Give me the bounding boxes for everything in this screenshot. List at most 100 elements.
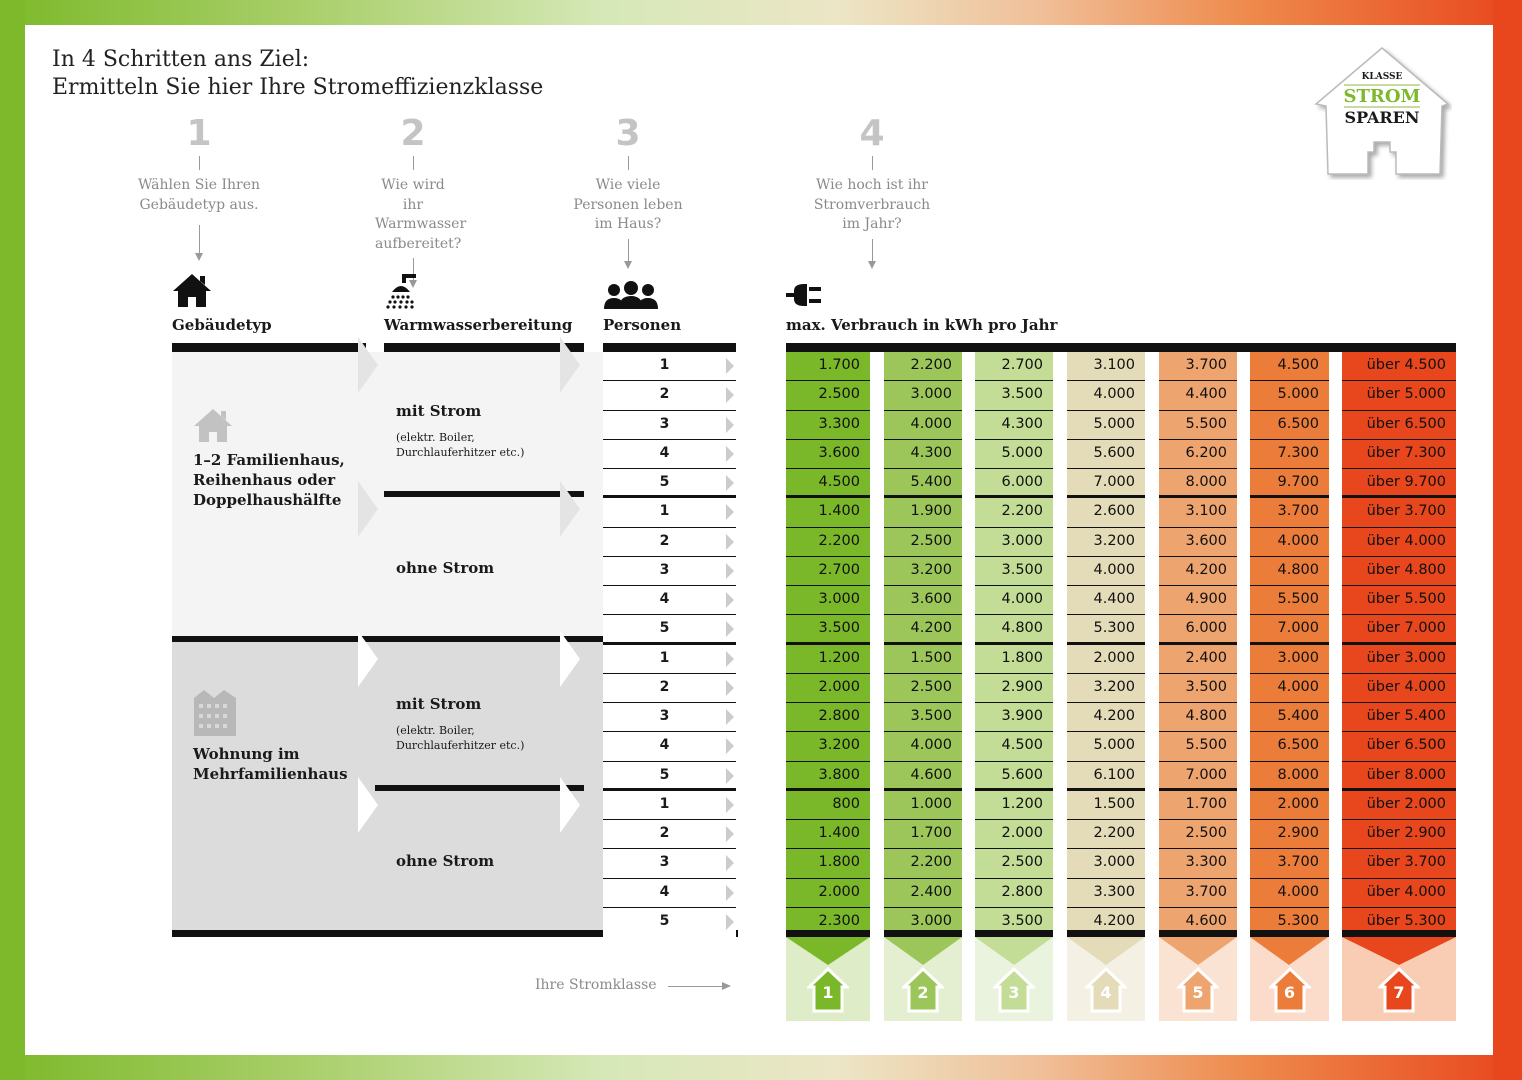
table-cell: 5.300 [1067, 615, 1145, 645]
persons-option[interactable]: 2 [603, 820, 736, 850]
persons-value: 1 [659, 649, 670, 666]
chevron-right-icon [726, 826, 734, 842]
divider [375, 785, 584, 791]
table-cell: 3.100 [1067, 352, 1145, 382]
house-icon: 5 [1175, 966, 1221, 1013]
persons-option[interactable]: 4 [603, 439, 736, 469]
table-cell: 4.000 [884, 410, 962, 440]
persons-option[interactable]: 3 [603, 849, 736, 879]
table-cell: über 5.500 [1342, 586, 1456, 616]
divider [172, 930, 738, 937]
persons-option[interactable]: 4 [603, 586, 736, 616]
table-cell: 2.900 [975, 673, 1053, 703]
apartment-building-icon [194, 690, 236, 736]
water-with-power[interactable]: mit Strom [396, 695, 482, 713]
class-badge-1[interactable]: 1 [786, 937, 870, 1021]
table-cell: 3.000 [786, 586, 870, 616]
table-cell: 2.700 [786, 556, 870, 586]
persons-option[interactable]: 5 [603, 615, 736, 645]
frame-right [1493, 0, 1522, 1080]
logo-text-strom: STROM [1343, 86, 1421, 107]
table-cell: 3.800 [786, 761, 870, 791]
persons-option[interactable]: 5 [603, 761, 736, 791]
chevron-right-icon [726, 767, 734, 784]
persons-option[interactable]: 3 [603, 556, 736, 586]
persons-option[interactable]: 2 [603, 381, 736, 411]
class-number: 3 [1008, 983, 1020, 1002]
persons-value: 4 [659, 591, 670, 607]
persons-value: 5 [659, 474, 670, 490]
house-icon: 3 [991, 966, 1037, 1013]
triangle-down-icon [975, 937, 1053, 965]
table-cell: 1.500 [884, 644, 962, 674]
table-cell: 1.800 [975, 644, 1053, 674]
chevron-right-icon [358, 337, 378, 393]
persons-option[interactable]: 1 [603, 644, 736, 674]
header-building-type: Gebäudetyp [172, 316, 272, 334]
table-cell: 3.900 [975, 703, 1053, 733]
table-cell: 8.000 [1250, 761, 1329, 791]
chevron-right-icon [726, 475, 734, 491]
chevron-right-icon [726, 358, 734, 374]
persons-option[interactable]: 2 [603, 527, 736, 557]
table-cell: 2.000 [1067, 644, 1145, 674]
table-cell: 3.200 [786, 732, 870, 762]
logo-text-klasse: KLASSE [1361, 72, 1403, 82]
table-cell: 2.500 [884, 527, 962, 557]
persons-option[interactable]: 5 [603, 469, 736, 499]
persons-option[interactable]: 5 [603, 907, 736, 937]
step-number: 4 [859, 113, 885, 154]
persons-value: 5 [659, 766, 670, 783]
triangle-down-icon [1067, 937, 1145, 965]
table-cell: 6.000 [1159, 615, 1237, 645]
persons-option[interactable]: 2 [603, 673, 736, 703]
building-type-house[interactable]: 1–2 Familienhaus, Reihenhaus oder Doppel… [193, 451, 345, 509]
table-cell: über 5.000 [1342, 381, 1456, 411]
water-without-power[interactable]: ohne Strom [396, 559, 495, 577]
persons-option[interactable]: 1 [603, 498, 736, 528]
persons-option[interactable]: 1 [603, 790, 736, 820]
class-number: 4 [1100, 983, 1112, 1002]
header-bar [786, 343, 1456, 352]
table-cell: 4.000 [1250, 878, 1329, 908]
table-cell: 3.600 [884, 586, 962, 616]
persons-option[interactable]: 3 [603, 410, 736, 440]
persons-option[interactable]: 4 [603, 878, 736, 908]
water-with-power[interactable]: mit Strom [396, 402, 482, 420]
persons-option[interactable]: 1 [603, 352, 736, 382]
chevron-right-icon [726, 621, 734, 638]
class-badge-7[interactable]: 7 [1342, 937, 1456, 1021]
table-cell: 2.500 [786, 381, 870, 411]
table-cell: 4.500 [1250, 352, 1329, 382]
table-cell: über 4.000 [1342, 878, 1456, 908]
bottom-bar [975, 930, 1053, 937]
table-cell: 4.300 [975, 410, 1053, 440]
class-badge-5[interactable]: 5 [1159, 937, 1237, 1021]
table-cell: 3.700 [1159, 878, 1237, 908]
table-cell: 800 [786, 790, 870, 820]
chevron-right-icon [726, 387, 734, 404]
table-cell: 3.000 [884, 381, 962, 411]
persons-option[interactable]: 4 [603, 732, 736, 762]
table-cell: 5.500 [1159, 410, 1237, 440]
table-cell: 1.200 [975, 790, 1053, 820]
class-badge-4[interactable]: 4 [1067, 937, 1145, 1021]
class-badge-6[interactable]: 6 [1250, 937, 1329, 1021]
chevron-right-icon [726, 913, 734, 930]
table-cell: über 2.900 [1342, 820, 1456, 850]
chevron-right-icon [726, 738, 734, 755]
table-cell: 3.100 [1159, 498, 1237, 528]
title-line-2: Ermitteln Sie hier Ihre Stromeffizienzkl… [52, 75, 544, 100]
class-badge-2[interactable]: 2 [884, 937, 962, 1021]
frame-left [0, 0, 25, 1080]
shower-icon [386, 274, 416, 309]
triangle-down-icon [1159, 937, 1237, 965]
water-without-power[interactable]: ohne Strom [396, 852, 495, 870]
table-cell: über 3.700 [1342, 849, 1456, 879]
water-with-power-note: (elektr. Boiler, Durchlauferhitzer etc.) [396, 431, 525, 459]
persons-option[interactable]: 3 [603, 703, 736, 733]
table-cell: 2.200 [1067, 820, 1145, 850]
building-type-apartment[interactable]: Wohnung im Mehrfamilienhaus [193, 745, 348, 783]
class-badge-3[interactable]: 3 [975, 937, 1053, 1021]
table-cell: 2.400 [1159, 644, 1237, 674]
